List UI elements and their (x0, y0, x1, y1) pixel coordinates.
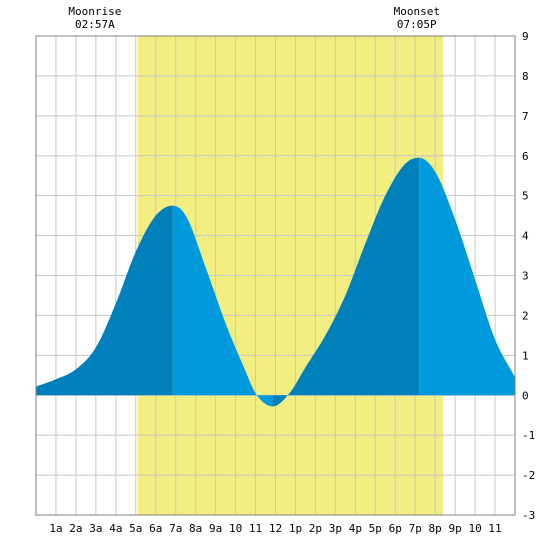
x-tick-label: 12 (269, 522, 282, 535)
x-tick-label: 10 (468, 522, 481, 535)
x-tick-label: 6p (389, 522, 402, 535)
x-tick-label: 5p (369, 522, 382, 535)
x-axis: 1a 2a 3a 4a 5a 6a 7a 8a 9a 10 11 12 1p 2p 3p 4p 5p 6p 7p 8p… (49, 522, 501, 535)
x-tick-label: 7p (409, 522, 422, 535)
x-tick-label: 3p (329, 522, 342, 535)
y-tick-label: 9 (522, 30, 529, 43)
y-tick-label: -3 (522, 509, 535, 522)
x-tick-label: 1a (49, 522, 62, 535)
x-tick-label: 5a (129, 522, 142, 535)
y-tick-label: 1 (522, 349, 529, 362)
y-axis: -3 -2 -1 0 1 2 3 4 5 6 7 8 9 (522, 30, 535, 522)
x-tick-label: 6a (149, 522, 162, 535)
tide-series (36, 157, 515, 407)
x-tick-label: 11 (488, 522, 501, 535)
y-tick-label: 8 (522, 70, 529, 83)
moonrise-time: 02:57A (75, 18, 115, 31)
x-tick-label: 9p (449, 522, 462, 535)
x-tick-label: 7a (169, 522, 182, 535)
x-tick-label: 8p (429, 522, 442, 535)
x-tick-label: 9a (209, 522, 222, 535)
x-tick-label: 10 (229, 522, 242, 535)
y-tick-label: 2 (522, 309, 529, 322)
y-tick-label: 5 (522, 190, 529, 203)
y-tick-label: 7 (522, 110, 529, 123)
tide-area-rising (36, 205, 173, 396)
x-tick-label: 4p (349, 522, 362, 535)
moonset-label: Moonset (394, 5, 440, 18)
x-tick-label: 11 (249, 522, 262, 535)
x-tick-label: 2a (69, 522, 82, 535)
y-tick-label: -2 (522, 469, 535, 482)
x-tick-label: 3a (89, 522, 102, 535)
moonrise-label: Moonrise (68, 5, 121, 18)
tide-area-falling (172, 205, 273, 407)
tide-area-falling (419, 157, 515, 396)
x-tick-label: 2p (309, 522, 322, 535)
tide-area-rising (272, 157, 420, 407)
y-tick-label: 4 (522, 230, 529, 243)
y-tick-label: 0 (522, 389, 529, 402)
moonset-time: 07:05P (397, 18, 437, 31)
y-tick-label: 3 (522, 270, 529, 283)
y-tick-label: -1 (522, 429, 535, 442)
x-tick-label: 1p (289, 522, 302, 535)
x-tick-label: 4a (109, 522, 122, 535)
x-tick-label: 8a (189, 522, 202, 535)
y-tick-label: 6 (522, 150, 529, 163)
plot-frame (35, 35, 516, 516)
